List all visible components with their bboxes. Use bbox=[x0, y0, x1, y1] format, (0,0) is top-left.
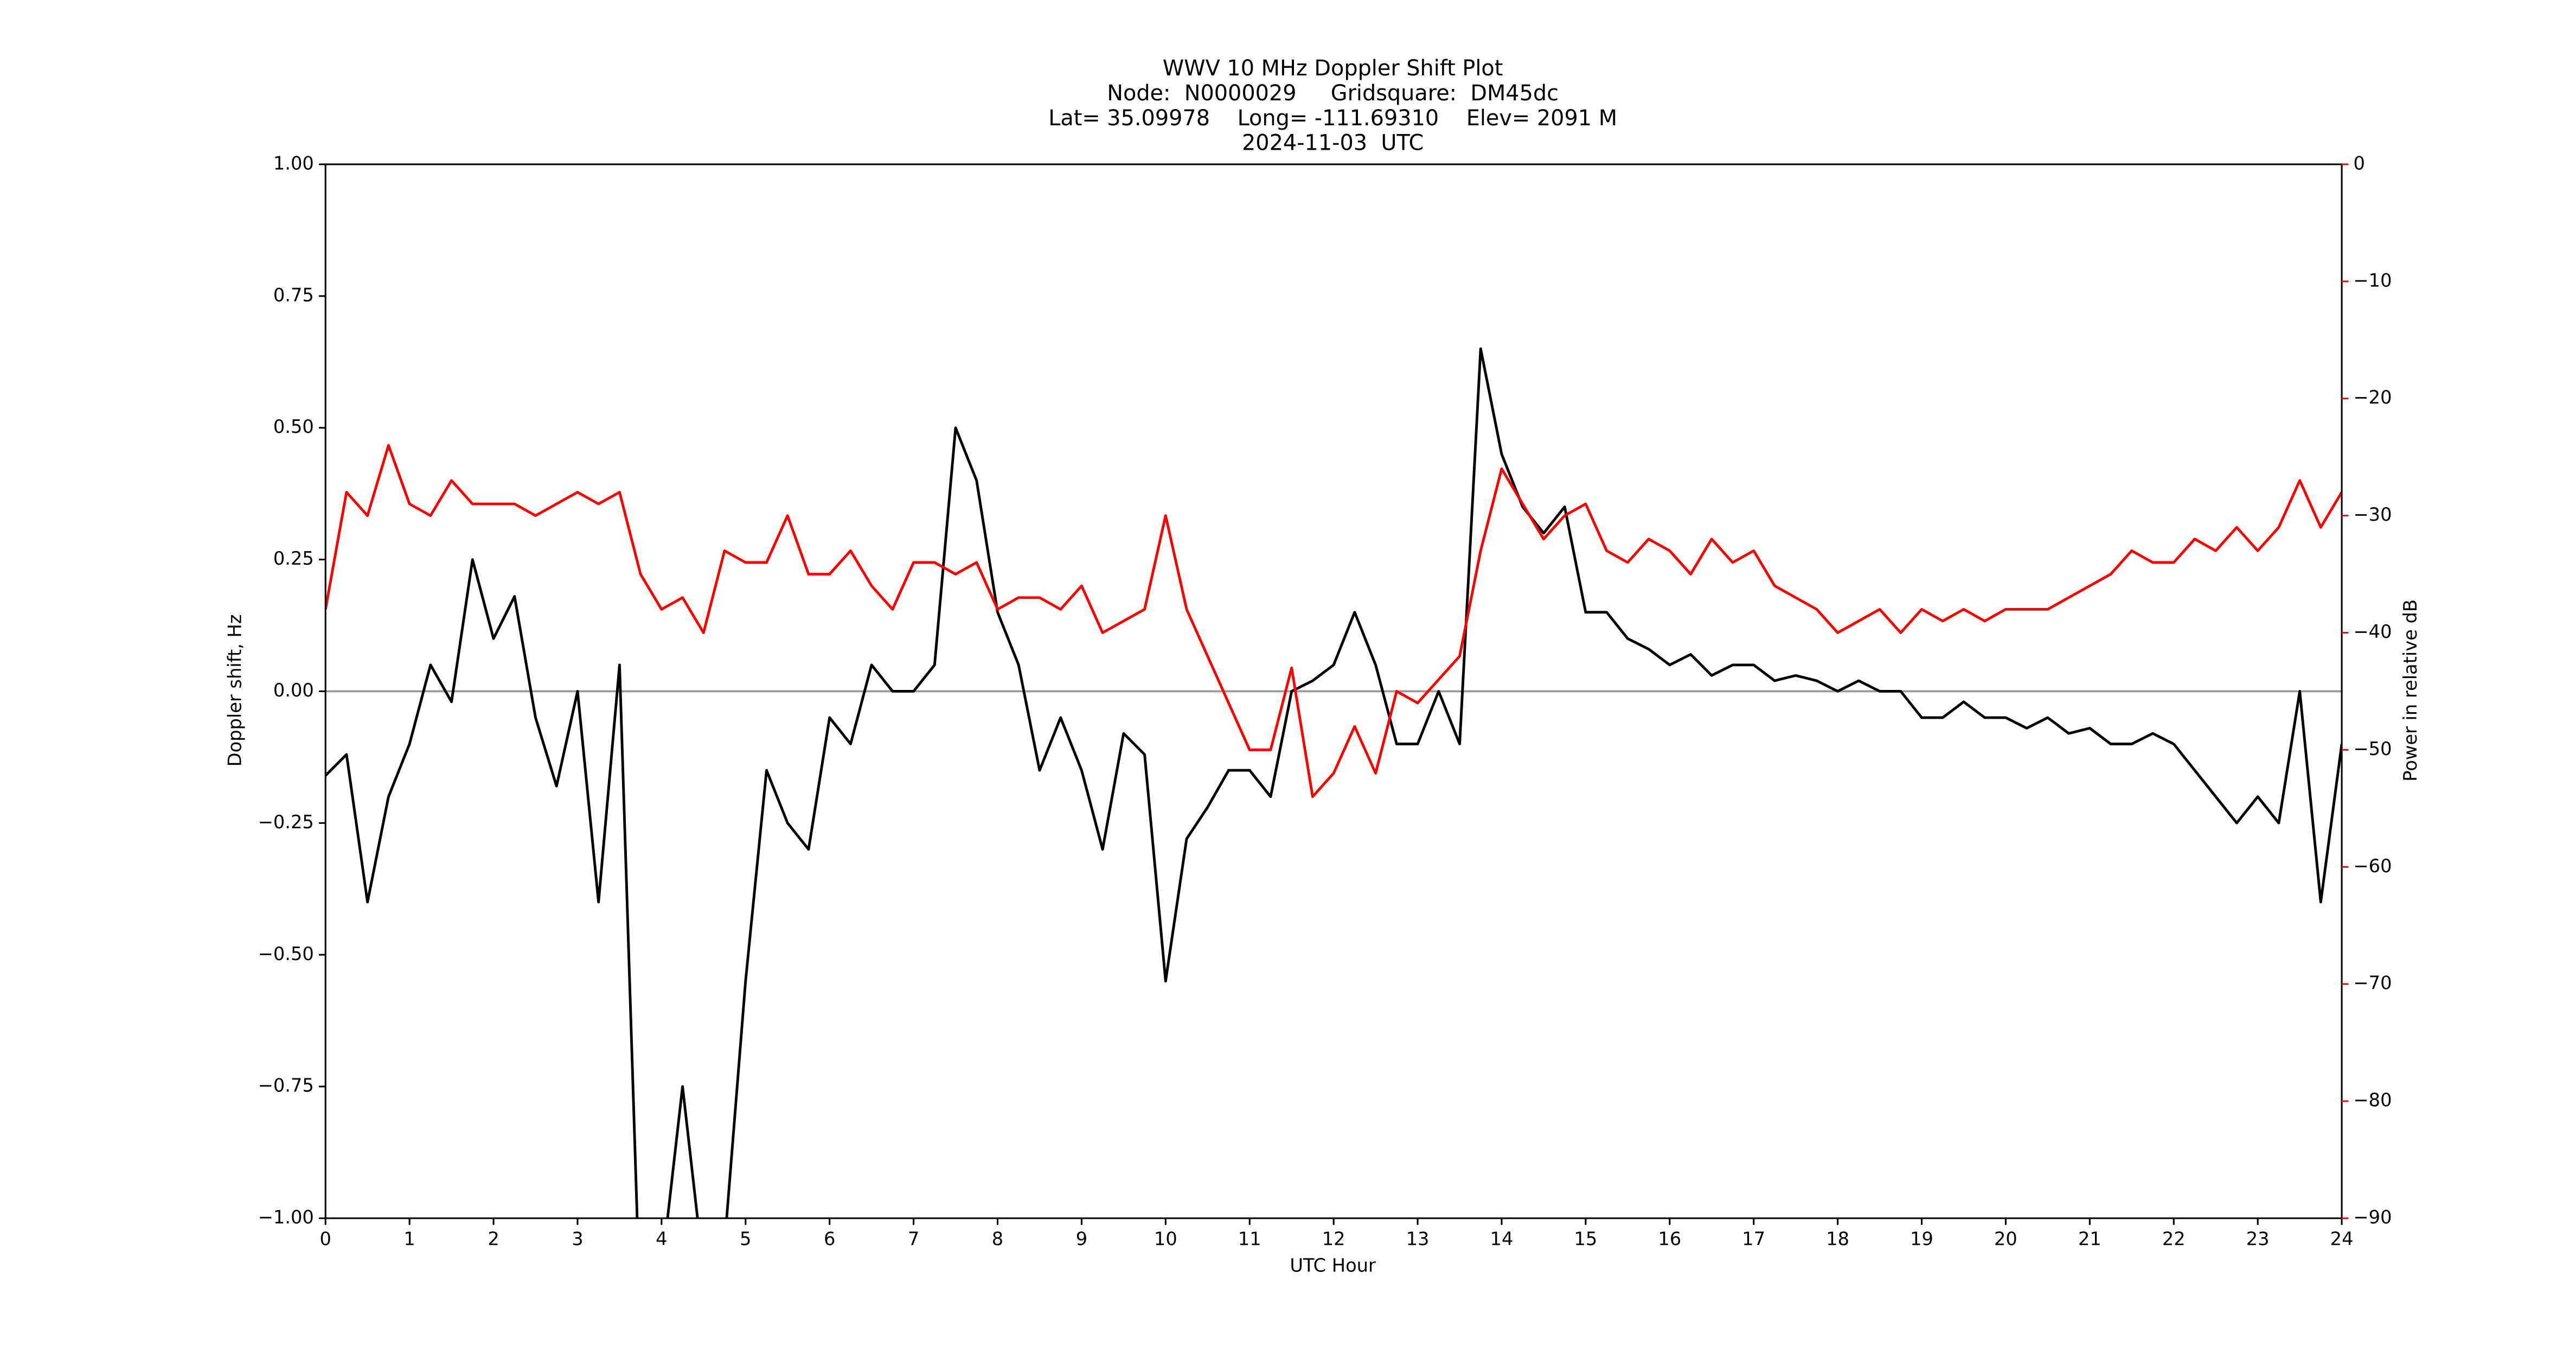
x-tick-label: 12 bbox=[1322, 1228, 1345, 1249]
x-tick-label: 0 bbox=[320, 1228, 331, 1249]
x-tick-label: 7 bbox=[908, 1228, 919, 1249]
chart-subtitle: Node: N0000029 Gridsquare: DM45dc bbox=[1107, 81, 1559, 106]
x-tick-label: 23 bbox=[2246, 1228, 2270, 1249]
plot-area bbox=[325, 347, 2342, 1219]
y-tick-label: −0.75 bbox=[258, 1075, 314, 1096]
x-tick-label: 14 bbox=[1490, 1228, 1514, 1249]
y2-tick-label: −20 bbox=[2354, 387, 2392, 408]
x-tick-label: 21 bbox=[2078, 1228, 2101, 1249]
x-tick-label: 1 bbox=[403, 1228, 415, 1249]
y-tick-label: 0.75 bbox=[273, 284, 314, 305]
x-tick-label: 18 bbox=[1826, 1228, 1849, 1249]
y2-axis-label: Power in relative dB bbox=[2400, 599, 2421, 782]
y2-tick-label: −40 bbox=[2354, 621, 2392, 642]
y2-tick-label: −30 bbox=[2354, 504, 2392, 525]
chart-subtitle: Lat= 35.09978 Long= -111.69310 Elev= 209… bbox=[1048, 106, 1617, 131]
y2-tick-label: −90 bbox=[2354, 1207, 2392, 1228]
y-tick-label: −1.00 bbox=[258, 1207, 314, 1228]
y2-tick-label: −80 bbox=[2354, 1090, 2392, 1111]
x-tick-label: 15 bbox=[1574, 1228, 1597, 1249]
x-tick-label: 17 bbox=[1742, 1228, 1765, 1249]
y-tick-label: −0.25 bbox=[258, 811, 314, 833]
x-tick-label: 6 bbox=[824, 1228, 835, 1249]
y-tick-label: 1.00 bbox=[273, 152, 314, 174]
x-axis-label: UTC Hour bbox=[1290, 1255, 1376, 1276]
x-tick-label: 2 bbox=[488, 1228, 499, 1249]
x-tick-label: 4 bbox=[656, 1228, 667, 1249]
y-tick-label: −0.50 bbox=[258, 943, 314, 964]
x-tick-label: 19 bbox=[1910, 1228, 1933, 1249]
x-tick-label: 20 bbox=[1994, 1228, 2017, 1249]
x-tick-label: 16 bbox=[1658, 1228, 1681, 1249]
x-tick-label: 11 bbox=[1238, 1228, 1261, 1249]
data-line bbox=[325, 444, 2342, 798]
y-tick-label: 0.25 bbox=[273, 548, 314, 569]
x-tick-label: 8 bbox=[992, 1228, 1003, 1249]
y2-tick-label: −50 bbox=[2354, 738, 2392, 759]
chart-subtitle: 2024-11-03 UTC bbox=[1242, 131, 1424, 156]
data-line bbox=[325, 347, 2342, 1219]
x-tick-label: 24 bbox=[2330, 1228, 2354, 1249]
y-axis-label: Doppler shift, Hz bbox=[224, 615, 245, 767]
y-tick-label: 0.00 bbox=[273, 680, 314, 701]
x-tick-label: 22 bbox=[2162, 1228, 2186, 1249]
x-tick-label: 3 bbox=[572, 1228, 583, 1249]
y2-tick-label: −60 bbox=[2354, 855, 2392, 877]
y2-tick-label: −10 bbox=[2354, 270, 2392, 291]
y-tick-label: 0.50 bbox=[273, 416, 314, 437]
x-tick-label: 5 bbox=[740, 1228, 751, 1249]
x-tick-label: 10 bbox=[1154, 1228, 1177, 1249]
chart-title: WWV 10 MHz Doppler Shift Plot bbox=[1163, 56, 1503, 81]
x-tick-label: 9 bbox=[1076, 1228, 1087, 1249]
y2-tick-label: 0 bbox=[2354, 152, 2365, 174]
x-tick-label: 13 bbox=[1406, 1228, 1430, 1249]
y2-tick-label: −70 bbox=[2354, 973, 2392, 994]
